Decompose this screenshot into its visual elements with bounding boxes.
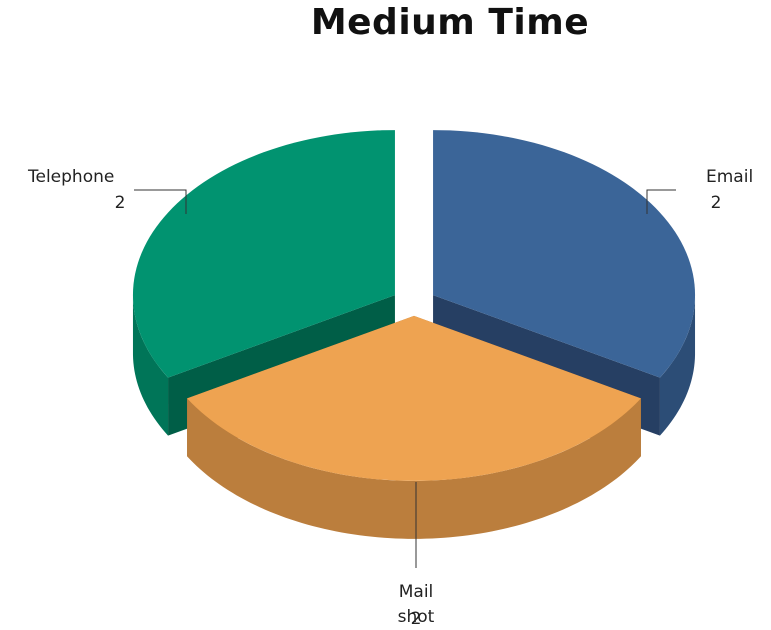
data-label-mail-shot-value: 2 [411, 609, 422, 629]
slice-email-top [433, 130, 696, 378]
data-label-telephone-value: 2 [115, 193, 126, 213]
slice-mail-shot-side [187, 398, 641, 539]
chart-title: Medium Time [310, 2, 590, 43]
data-label-mail-shot-name: shot [398, 607, 435, 627]
data-label-telephone-name: Telephone [27, 167, 114, 187]
leader-line-email [646, 189, 676, 214]
leader-line-telephone [134, 189, 187, 214]
data-label-mail-shot-name: Mail [399, 582, 434, 602]
slice-telephone-side [132, 293, 169, 436]
slice-email-side [659, 293, 696, 436]
slice-telephone-top [132, 130, 395, 378]
slice-mail-shot-top [187, 315, 641, 481]
data-label-email-name: Email [706, 167, 753, 187]
data-label-email-value: 2 [711, 193, 722, 213]
